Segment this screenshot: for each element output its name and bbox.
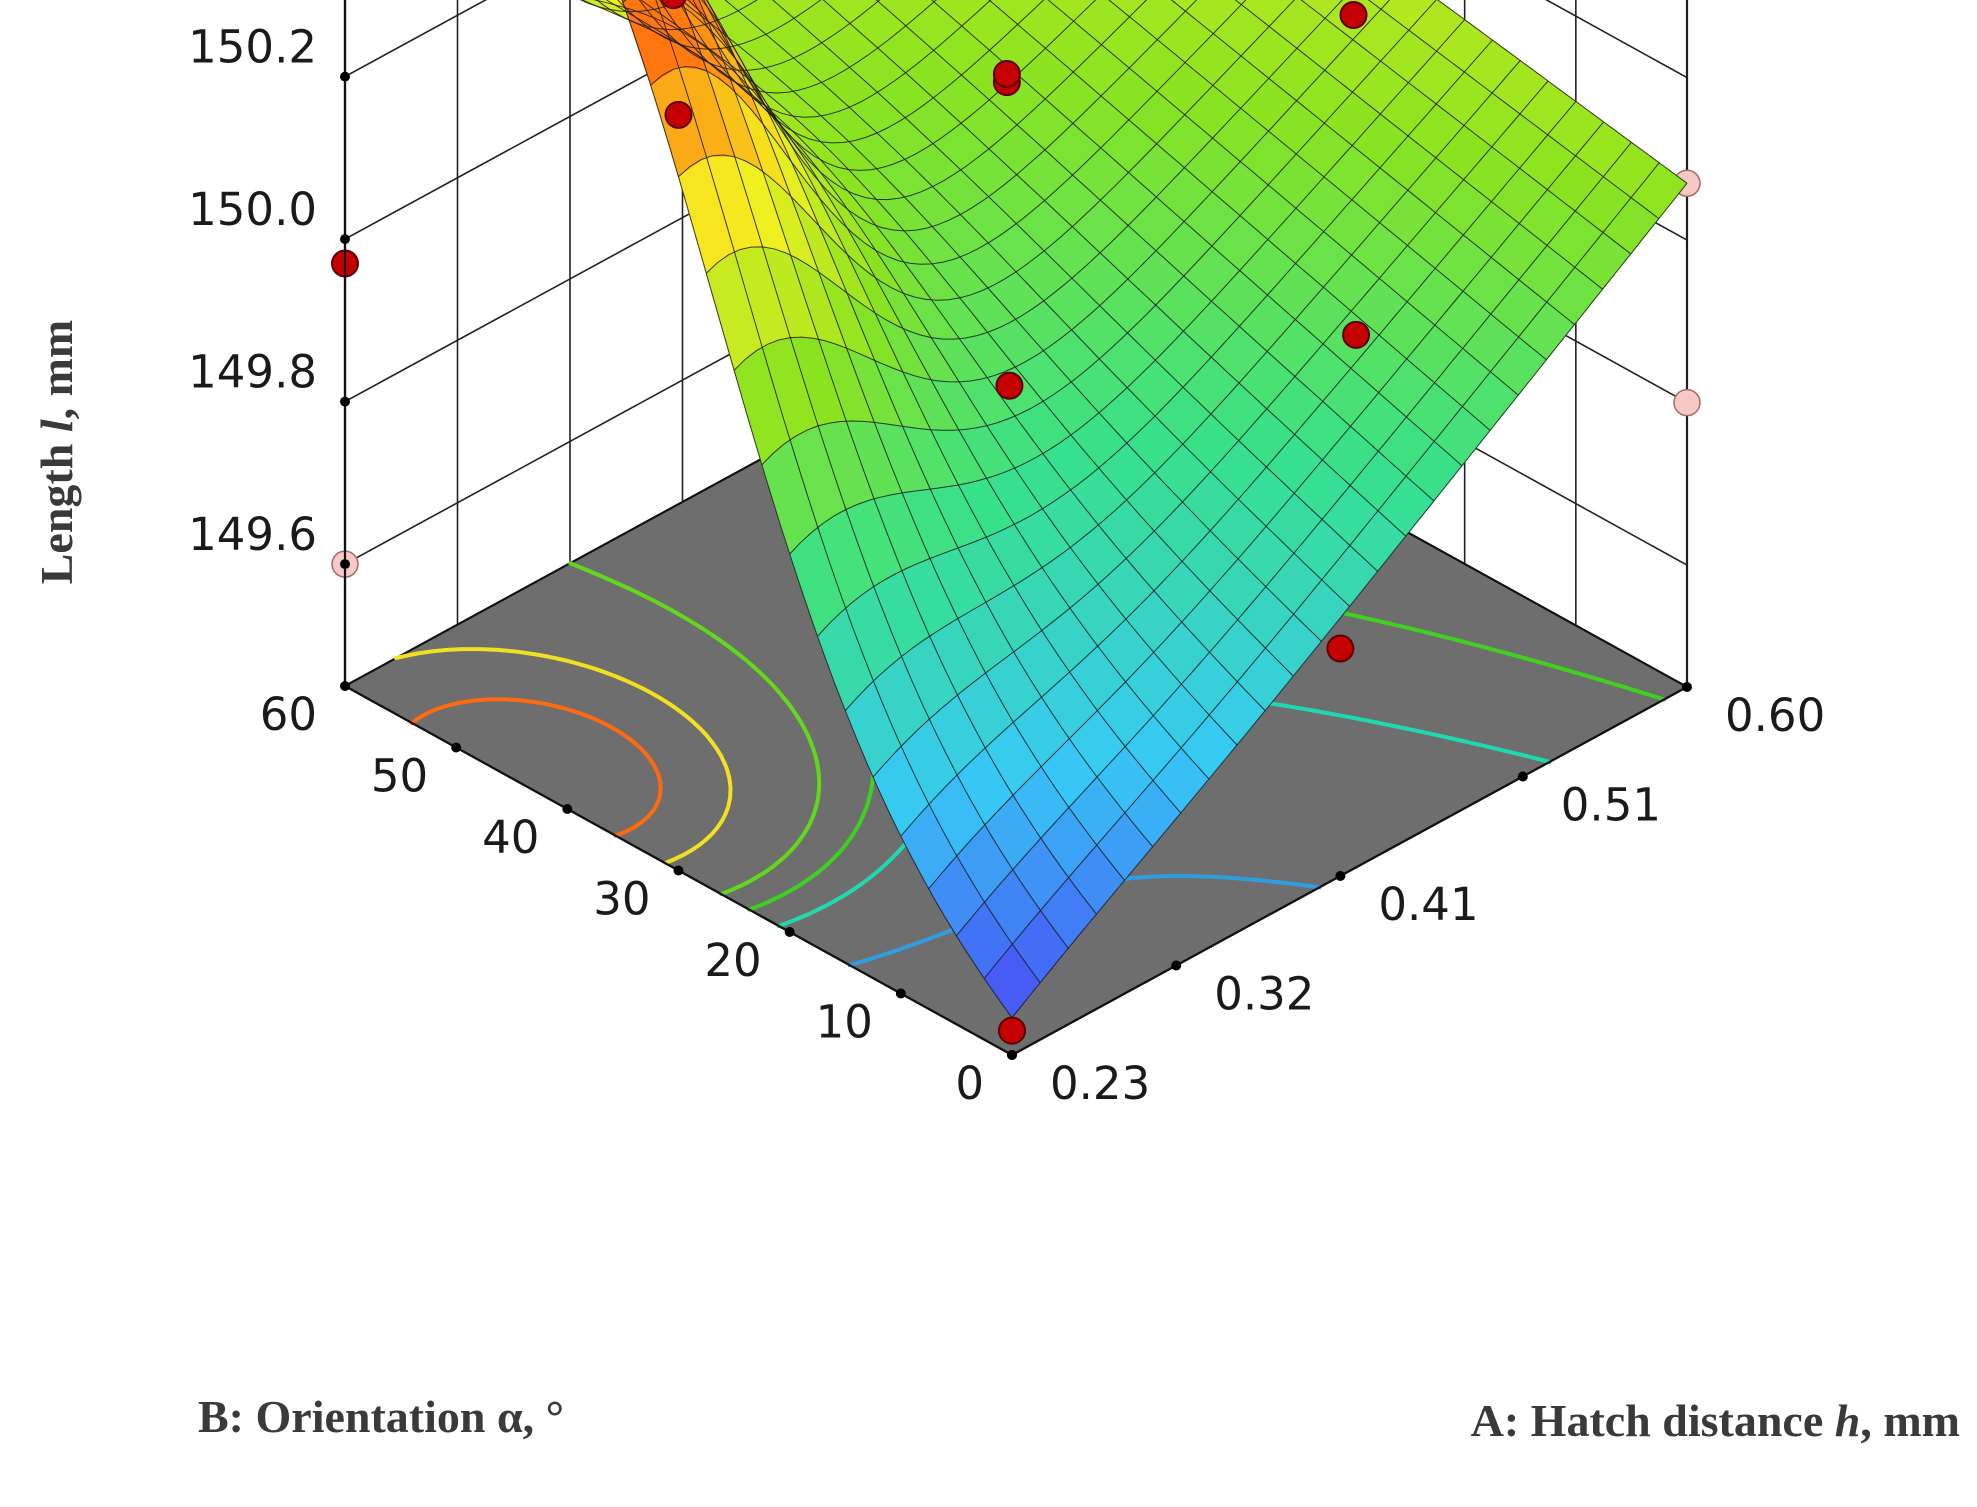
x-tick-dot [1335,870,1346,881]
axes: 0.23 0.32 0.41 0.51 0.60 0 10 20 30 40 50 60 149.6 14… [188,0,1825,1110]
z-tick-label: 150.2 [188,21,317,74]
z-axis-title-var: l [31,419,82,432]
contour-line [394,647,733,866]
mesh-line [703,0,1097,171]
x-axis-line [1011,686,1688,1056]
design-point [1339,1,1368,29]
y-tick-dot [895,988,906,999]
labels: Length l, mm A: Hatch distance h, mm B: … [31,320,1960,1446]
mesh-line [692,0,1045,144]
y-tick-dot [451,742,462,753]
mesh-line [638,0,881,71]
design-point [1342,320,1371,349]
z-axis-title: Length l, mm [31,320,82,585]
y-tick-label: 50 [371,750,428,803]
y-tick-label: 30 [593,873,650,926]
z-tick-dot [340,234,350,245]
y-tick-dot [340,681,350,691]
x-axis-title-prefix: A: Hatch distance [1471,1395,1835,1446]
z-axis-title-prefix: Length [31,432,82,584]
mesh-line [617,0,822,50]
mesh-line [677,0,992,118]
x-tick-dot [1682,682,1692,692]
x-tick-label: 0.51 [1561,779,1661,832]
x-tick-dot [1171,960,1182,971]
design-point [998,1016,1026,1045]
x-tick-label: 0.41 [1378,878,1478,931]
mesh-line [1047,0,1519,396]
contour-line [409,697,663,838]
mesh-line [659,0,937,94]
x-tick-label: 0.32 [1214,967,1314,1020]
z-tick-dot [340,71,350,82]
design-points [331,0,1371,1045]
mesh-line [1170,0,1575,325]
y-tick-dot [673,865,684,876]
mesh-line [1437,0,1688,184]
mesh-line [1108,0,1547,361]
surface-patch [724,0,758,12]
design-point [995,371,1024,400]
design-point [664,100,693,129]
mesh-line [1300,0,1632,255]
z-tick-dot [340,559,350,570]
mesh-line [1367,0,1660,219]
mesh-line [988,0,1491,431]
z-axis-title-suffix: , mm [31,320,82,420]
y-tick-dot [1007,1050,1017,1060]
z-tick-dot [340,396,350,407]
design-point-below [1673,388,1701,417]
mesh-line [1234,0,1603,290]
x-tick-label: 0.23 [1050,1057,1150,1110]
mesh-line [706,0,1148,201]
y-axis-title: B: Orientation α, ° [198,1391,564,1442]
x-tick-label: 0.60 [1725,689,1825,742]
design-point [660,0,687,10]
x-tick-dot [1517,771,1528,782]
surface-patch [1368,0,1391,10]
z-tick-label: 150.0 [188,183,317,236]
y-tick-label: 40 [482,811,539,864]
mesh-line [596,0,758,31]
surface-patch [1170,0,1197,12]
mesh-line [931,0,1463,467]
z-tick-label: 149.8 [188,346,317,399]
y-tick-label: 20 [704,934,761,987]
y-tick-label: 60 [260,688,317,741]
design-point [1326,634,1355,663]
y-tick-dot [562,804,573,814]
x-axis-title-var: h [1835,1395,1861,1446]
x-axis-title-suffix: , mm [1860,1395,1960,1446]
y-tick-dot [784,927,795,937]
surface-mesh [579,0,1688,1019]
y-tick-label: 10 [816,996,873,1049]
response-surface [581,0,1688,1019]
y-tick-label: 0 [955,1057,984,1110]
x-axis-title: A: Hatch distance h, mm [1471,1395,1960,1446]
design-point [992,59,1021,88]
z-tick-label: 149.6 [188,508,317,561]
surface-patch [1234,0,1247,6]
